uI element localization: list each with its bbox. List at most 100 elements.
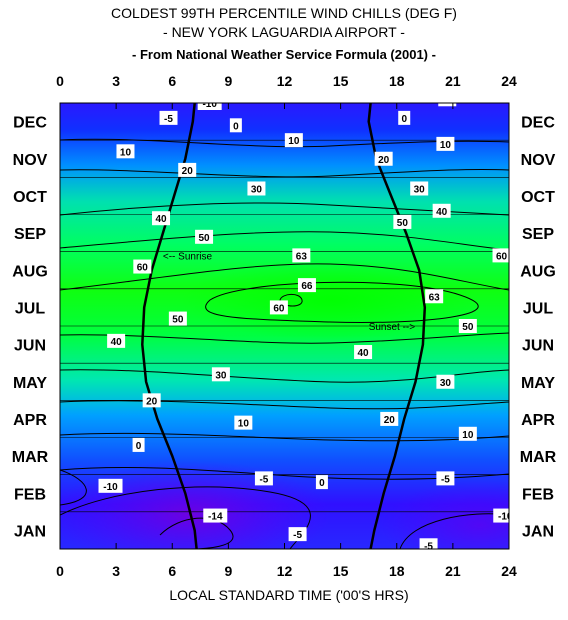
- x-tick-label: 6: [168, 73, 176, 89]
- contour-label: 20: [380, 411, 399, 426]
- svg-text:10: 10: [440, 140, 452, 151]
- svg-text:-5: -5: [293, 530, 302, 541]
- month-label: APR: [13, 412, 47, 429]
- month-axis-right: JAN FEB MAR APR MAY JUN JUL AUG SEP OCT NOV DEC: [520, 115, 557, 541]
- contour-label: -5: [438, 95, 457, 107]
- x-axis-top: 0 3 6 9 12 15 18 21 24: [56, 73, 517, 109]
- svg-text:63: 63: [429, 292, 441, 303]
- x-tick-label: 21: [445, 563, 461, 579]
- contour-label: 50: [168, 311, 187, 326]
- contour-label: 10: [436, 136, 455, 151]
- contour-label: 20: [374, 151, 393, 166]
- contour-label: 0: [398, 110, 411, 125]
- svg-text:-10: -10: [202, 99, 217, 110]
- contour-label: 63: [292, 248, 311, 263]
- curve-annotation: Sunset -->: [369, 322, 416, 333]
- x-tick-label: 24: [501, 73, 517, 89]
- contour-label: 40: [107, 333, 126, 348]
- plot-area: -10 -5 -5 0 0 10 10 10 20 20 30 30 40 40 50 50 63 60 60 66 6…: [60, 95, 513, 552]
- svg-text:30: 30: [440, 378, 452, 389]
- svg-text:60: 60: [496, 251, 508, 262]
- month-label: FEB: [14, 486, 46, 503]
- svg-text:40: 40: [155, 214, 167, 225]
- svg-text:-5: -5: [441, 474, 450, 485]
- contour-label: 30: [247, 181, 266, 196]
- x-axis-bottom: 0 3 6 9 12 15 18 21 24: [56, 543, 517, 579]
- contour-label: 40: [354, 345, 373, 360]
- month-label: JUL: [15, 300, 45, 317]
- contour-line: [159, 517, 234, 549]
- month-label: NOV: [521, 152, 556, 169]
- contour-label: 60: [133, 259, 152, 274]
- contour-label: 50: [458, 319, 477, 333]
- svg-text:50: 50: [397, 218, 409, 229]
- x-tick-label: 12: [277, 73, 293, 89]
- contour-label: 40: [152, 211, 171, 226]
- contour-label: 10: [116, 144, 135, 159]
- x-axis-label: LOCAL STANDARD TIME ('00'S HRS): [169, 587, 408, 603]
- contour-label: 60: [269, 300, 288, 315]
- month-label: NOV: [13, 152, 48, 169]
- contour-line: [60, 263, 509, 291]
- chart-note: - From National Weather Service Formula …: [132, 47, 436, 62]
- contour-label: 20: [142, 393, 161, 408]
- contour-label: 0: [315, 475, 328, 490]
- warm-region: [180, 260, 480, 340]
- x-tick-label: 3: [112, 563, 120, 579]
- contour-line: [60, 469, 87, 506]
- curve-annotation: <-- Sunrise: [163, 251, 213, 262]
- month-label: DEC: [521, 115, 555, 132]
- svg-text:-10: -10: [498, 512, 513, 523]
- chart-title: COLDEST 99TH PERCENTILE WIND CHILLS (DEG…: [111, 5, 457, 21]
- month-label: OCT: [13, 189, 47, 206]
- x-tick-label: 24: [501, 563, 517, 579]
- svg-text:40: 40: [436, 207, 448, 218]
- contour-label: -14: [203, 508, 228, 523]
- contour-label: -10: [197, 99, 222, 110]
- month-label: APR: [521, 412, 555, 429]
- contour-label: 10: [458, 426, 477, 441]
- month-label: JAN: [522, 523, 554, 540]
- contour-labels: -10 -5 -5 0 0 10 10 10 20 20 30 30 40 40 50 50 63 60 60 66 6…: [98, 95, 513, 552]
- chart-subtitle: - NEW YORK LAGUARDIA AIRPORT -: [163, 24, 405, 40]
- x-tick-label: 12: [277, 563, 293, 579]
- x-tick-label: 0: [56, 563, 64, 579]
- x-tick-label: 21: [445, 73, 461, 89]
- month-label: MAY: [13, 375, 47, 392]
- month-label: AUG: [12, 263, 48, 280]
- svg-text:30: 30: [251, 184, 263, 195]
- svg-text:-5: -5: [424, 541, 433, 552]
- contour-label: 63: [425, 289, 444, 304]
- svg-text:-5: -5: [259, 474, 268, 485]
- x-tick-label: 9: [224, 563, 232, 579]
- svg-text:40: 40: [111, 337, 123, 348]
- contour-label: 50: [393, 214, 412, 229]
- svg-text:20: 20: [378, 155, 390, 166]
- contour-label: -10: [98, 478, 123, 493]
- svg-text:40: 40: [358, 348, 370, 359]
- svg-text:-5: -5: [443, 95, 452, 106]
- contour-label: 60: [492, 248, 509, 263]
- contour-line: [60, 138, 509, 148]
- contour-line: [60, 231, 509, 251]
- x-tick-label: 6: [168, 563, 176, 579]
- month-label: SEP: [14, 226, 46, 243]
- curve-annotations: <-- Sunrise Sunset -->: [163, 251, 415, 333]
- contour-label: -10: [493, 508, 513, 523]
- contour-label: 30: [410, 181, 429, 196]
- month-label: MAR: [520, 449, 557, 466]
- svg-text:0: 0: [136, 441, 142, 452]
- contour-label: 30: [436, 374, 455, 389]
- svg-text:63: 63: [296, 251, 308, 262]
- contour-label: 20: [178, 162, 197, 177]
- contour-label: 0: [229, 118, 242, 133]
- x-tick-label: 0: [56, 73, 64, 89]
- contour-line: [60, 369, 509, 383]
- svg-text:0: 0: [319, 478, 325, 489]
- contour-line: [60, 202, 509, 216]
- svg-text:50: 50: [462, 322, 474, 333]
- svg-text:30: 30: [414, 184, 426, 195]
- month-label: JUL: [523, 300, 553, 317]
- svg-text:20: 20: [182, 166, 194, 177]
- contour-label: 10: [234, 415, 253, 430]
